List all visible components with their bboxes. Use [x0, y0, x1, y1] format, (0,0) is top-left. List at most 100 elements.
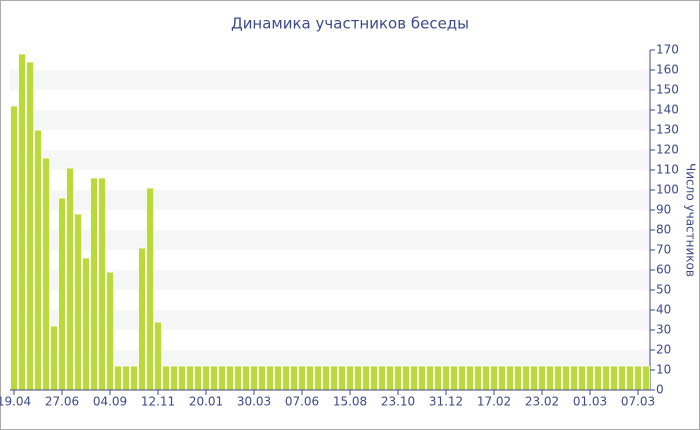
x-tick-label: 15.08: [333, 395, 367, 409]
bar: [442, 365, 450, 391]
x-tick-label: 07.03: [621, 395, 655, 409]
bar: [98, 177, 106, 391]
y-tick-label: 10: [656, 363, 671, 377]
bar: [202, 365, 210, 391]
bar: [194, 365, 202, 391]
bar: [474, 365, 482, 391]
bar: [578, 365, 586, 391]
bar: [562, 365, 570, 391]
x-tick-label: 23.10: [381, 395, 415, 409]
grid-band: [10, 190, 650, 210]
bar: [210, 365, 218, 391]
y-tick-label: 60: [656, 263, 671, 277]
bar: [450, 365, 458, 391]
bar: [570, 365, 578, 391]
y-tick-label: 130: [656, 123, 679, 137]
bar: [130, 365, 138, 391]
bar: [250, 365, 258, 391]
bar: [482, 365, 490, 391]
y-tick-label: 100: [656, 183, 679, 197]
bar: [234, 365, 242, 391]
bar: [410, 365, 418, 391]
y-tick-label: 110: [656, 163, 679, 177]
bar: [370, 365, 378, 391]
bar: [618, 365, 626, 391]
bar: [226, 365, 234, 391]
bar: [546, 365, 554, 391]
y-tick-label: 80: [656, 223, 671, 237]
chart-title: Динамика участников беседы: [231, 15, 469, 33]
bar: [66, 167, 74, 391]
bar: [354, 365, 362, 391]
bar: [90, 177, 98, 391]
bar: [514, 365, 522, 391]
bar: [314, 365, 322, 391]
bar: [146, 187, 154, 391]
x-tick-label: 12.11: [141, 395, 175, 409]
bar: [122, 365, 130, 391]
bar: [506, 365, 514, 391]
bar: [106, 271, 114, 391]
grid-band: [10, 310, 650, 330]
bar: [378, 365, 386, 391]
bar: [634, 365, 642, 391]
bar: [178, 365, 186, 391]
y-tick-label: 20: [656, 343, 671, 357]
bar: [274, 365, 282, 391]
bar: [266, 365, 274, 391]
y-tick-label: 40: [656, 303, 671, 317]
bar: [346, 365, 354, 391]
x-tick-label: 31.12: [429, 395, 463, 409]
bar: [466, 365, 474, 391]
bar: [434, 365, 442, 391]
grid-band: [10, 230, 650, 250]
bar: [490, 365, 498, 391]
y-tick-label: 150: [656, 83, 679, 97]
bar: [554, 365, 562, 391]
y-tick-label: 30: [656, 323, 671, 337]
bar: [138, 247, 146, 391]
bar: [498, 365, 506, 391]
bar: [242, 365, 250, 391]
y-tick-label: 170: [656, 43, 679, 57]
y-tick-label: 90: [656, 203, 671, 217]
y-tick-label: 140: [656, 103, 679, 117]
grid-band: [10, 350, 650, 370]
bar: [34, 129, 42, 391]
grid-band: [10, 70, 650, 90]
y-tick-label: 50: [656, 283, 671, 297]
bar: [114, 365, 122, 391]
bar: [186, 365, 194, 391]
bar: [586, 365, 594, 391]
x-tick-label: 17.02: [477, 395, 511, 409]
x-tick-label: 07.06: [285, 395, 319, 409]
bar: [322, 365, 330, 391]
y-tick-label: 0: [656, 383, 664, 397]
bar: [18, 53, 26, 391]
bar: [338, 365, 346, 391]
bar: [218, 365, 226, 391]
grid-band: [10, 270, 650, 290]
bar: [386, 365, 394, 391]
bar: [418, 365, 426, 391]
x-tick-label: 30.03: [237, 395, 271, 409]
y-tick-label: 120: [656, 143, 679, 157]
x-tick-label: 23.02: [525, 395, 559, 409]
bar: [306, 365, 314, 391]
bar: [154, 321, 162, 391]
x-tick-label: 27.06: [45, 395, 79, 409]
bar: [74, 213, 82, 391]
bar: [426, 365, 434, 391]
bar: [258, 365, 266, 391]
grid-band: [10, 110, 650, 130]
bar: [538, 365, 546, 391]
bar: [26, 61, 34, 391]
y-tick-label: 70: [656, 243, 671, 257]
bar: [394, 365, 402, 391]
bar: [362, 365, 370, 391]
bar: [42, 157, 50, 391]
bar: [610, 365, 618, 391]
bar: [10, 105, 18, 391]
bar: [58, 197, 66, 391]
bar: [170, 365, 178, 391]
